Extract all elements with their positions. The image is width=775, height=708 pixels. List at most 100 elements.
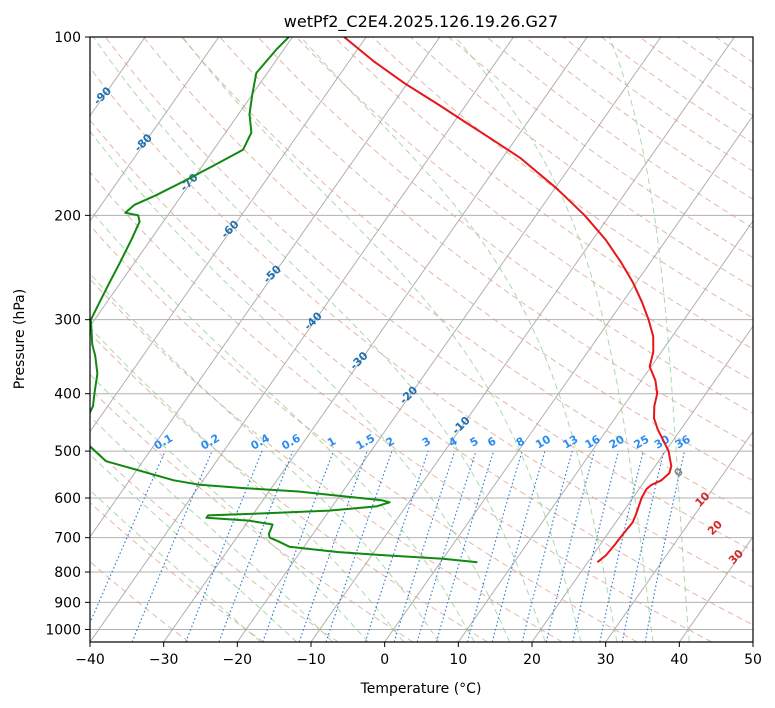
chart-title: wetPf2_C2E4.2025.126.19.26.G27 [284, 12, 558, 32]
moist-adiabat-line [90, 373, 369, 642]
isotherm-line [605, 430, 753, 642]
wet-adiabat-label: 40 [751, 579, 771, 599]
dry-adiabat-label: -60 [218, 218, 241, 241]
dry-adiabat-line [90, 332, 488, 642]
mixing-ratio-line [262, 450, 334, 642]
isotherm-line [531, 325, 753, 642]
y-tick-label: 200 [54, 208, 81, 224]
y-axis: 100 200 300 400 500 600 700 800 900 1000 [45, 30, 90, 638]
dry-adiabat-line [410, 37, 753, 289]
mixing-ratio-label: 6 [485, 434, 498, 449]
mixing-ratio-label: 16 [583, 432, 603, 451]
dry-adiabat-line [601, 37, 753, 144]
mixing-ratio-label: 0.4 [249, 431, 273, 452]
mixing-ratio-line [131, 450, 213, 642]
dry-adiabat-line [90, 119, 753, 626]
dry-adiabat-line [295, 37, 753, 382]
dry-adiabat-label: -20 [397, 383, 420, 406]
x-tick-label: 10 [449, 652, 467, 668]
y-axis-title: Pressure (hPa) [12, 289, 28, 389]
x-tick-label: −30 [149, 652, 179, 668]
wet-adiabat-label: 0 [671, 465, 686, 480]
x-tick-label: 20 [523, 652, 541, 668]
dry-adiabat-line [639, 37, 753, 117]
wet-adiabat-label: 10 [693, 489, 713, 509]
dry-adiabat-line [90, 502, 264, 642]
mixing-ratio-line [521, 450, 573, 642]
mixing-ratio-label: 3 [420, 435, 433, 450]
dry-adiabat-line [333, 37, 753, 350]
mixing-ratio-line [393, 450, 456, 642]
profile-lines [90, 37, 673, 564]
moist-adiabat-line [90, 489, 262, 642]
y-tick-label: 1000 [45, 622, 81, 638]
moist-adiabat-line [92, 37, 546, 642]
mixing-ratio-label: 20 [607, 432, 627, 451]
wet-adiabat-label: 20 [705, 518, 725, 538]
dry-adiabat-label: -40 [302, 309, 325, 332]
temperature-line [343, 37, 673, 563]
isotherm-line [163, 37, 588, 642]
x-tick-label: 30 [597, 652, 615, 668]
y-tick-label: 400 [54, 387, 81, 403]
background-lines [0, 37, 753, 642]
isotherm-line [310, 37, 735, 642]
dry-adiabat-line [90, 560, 190, 642]
moist-adiabat-line [90, 208, 475, 642]
isotherm-line [90, 37, 367, 433]
mixing-ratio-line [416, 450, 477, 642]
mixing-ratio-line [364, 450, 429, 642]
dry-adiabat-line [90, 278, 563, 642]
mixing-ratio-line [218, 450, 294, 642]
moist-adiabat-line [90, 272, 440, 642]
dry-adiabat-line [104, 37, 753, 552]
x-tick-label: 0 [380, 652, 389, 668]
isopleth-labels: 0.1 0.2 0.4 0.6 1 1.5 2 3 4 5 6 8 10 13 16 20 25 30 36-100… [38, 48, 771, 599]
dry-adiabat-line [90, 67, 753, 588]
mixing-ratio-line [491, 450, 546, 642]
y-tick-label: 900 [54, 595, 81, 611]
wet-adiabat-label: 30 [726, 547, 746, 567]
y-tick-label: 500 [54, 444, 81, 460]
mixing-ratio-line [545, 450, 595, 642]
mixing-ratio-label: 5 [468, 435, 481, 450]
mixing-ratio-label: 13 [561, 433, 581, 452]
dry-adiabat-line [372, 37, 753, 319]
dry-adiabat-line [257, 37, 753, 414]
dewpoint-line [90, 37, 478, 564]
x-tick-label: −20 [223, 652, 253, 668]
y-tick-label: 100 [54, 30, 81, 46]
x-tick-label: −40 [75, 652, 105, 668]
mixing-ratio-label: 2 [384, 435, 397, 450]
isotherm-line [678, 535, 753, 642]
mixing-ratio-label: 0.6 [279, 431, 303, 452]
mixing-ratio-label: 30 [652, 432, 672, 451]
isotherm-line [236, 37, 662, 642]
isotherm-line [0, 37, 72, 642]
dry-adiabat-line [90, 171, 712, 642]
dry-adiabat-line [677, 37, 753, 90]
dry-adiabat-label: -80 [132, 131, 155, 154]
dry-adiabat-label: -90 [91, 84, 114, 107]
y-tick-label: 600 [54, 491, 81, 507]
mixing-ratio-line [90, 450, 166, 625]
x-tick-label: 50 [744, 652, 762, 668]
dry-adiabat-line [448, 37, 753, 259]
y-tick-label: 700 [54, 531, 81, 547]
isotherm-line [90, 37, 514, 642]
moist-adiabat-line [182, 37, 582, 642]
moist-adiabat-line [90, 130, 511, 642]
isotherm-line [90, 37, 441, 538]
dry-adiabat-line [143, 37, 753, 516]
dry-adiabat-label: -100 [38, 48, 67, 77]
mixing-ratio-label: 0.2 [199, 432, 222, 453]
mixing-ratio-line [298, 450, 368, 642]
dry-adiabat-line [181, 37, 753, 482]
isotherm-line [457, 220, 753, 642]
plot-frame [89, 36, 754, 643]
mixing-ratio-line [572, 450, 620, 642]
x-axis-title: Temperature (°C) [360, 681, 482, 697]
mixing-ratio-line [599, 450, 644, 642]
x-axis: −40 −30 −20 −10 0 10 20 30 40 50 [75, 642, 762, 668]
mixing-ratio-label: 10 [533, 432, 553, 451]
